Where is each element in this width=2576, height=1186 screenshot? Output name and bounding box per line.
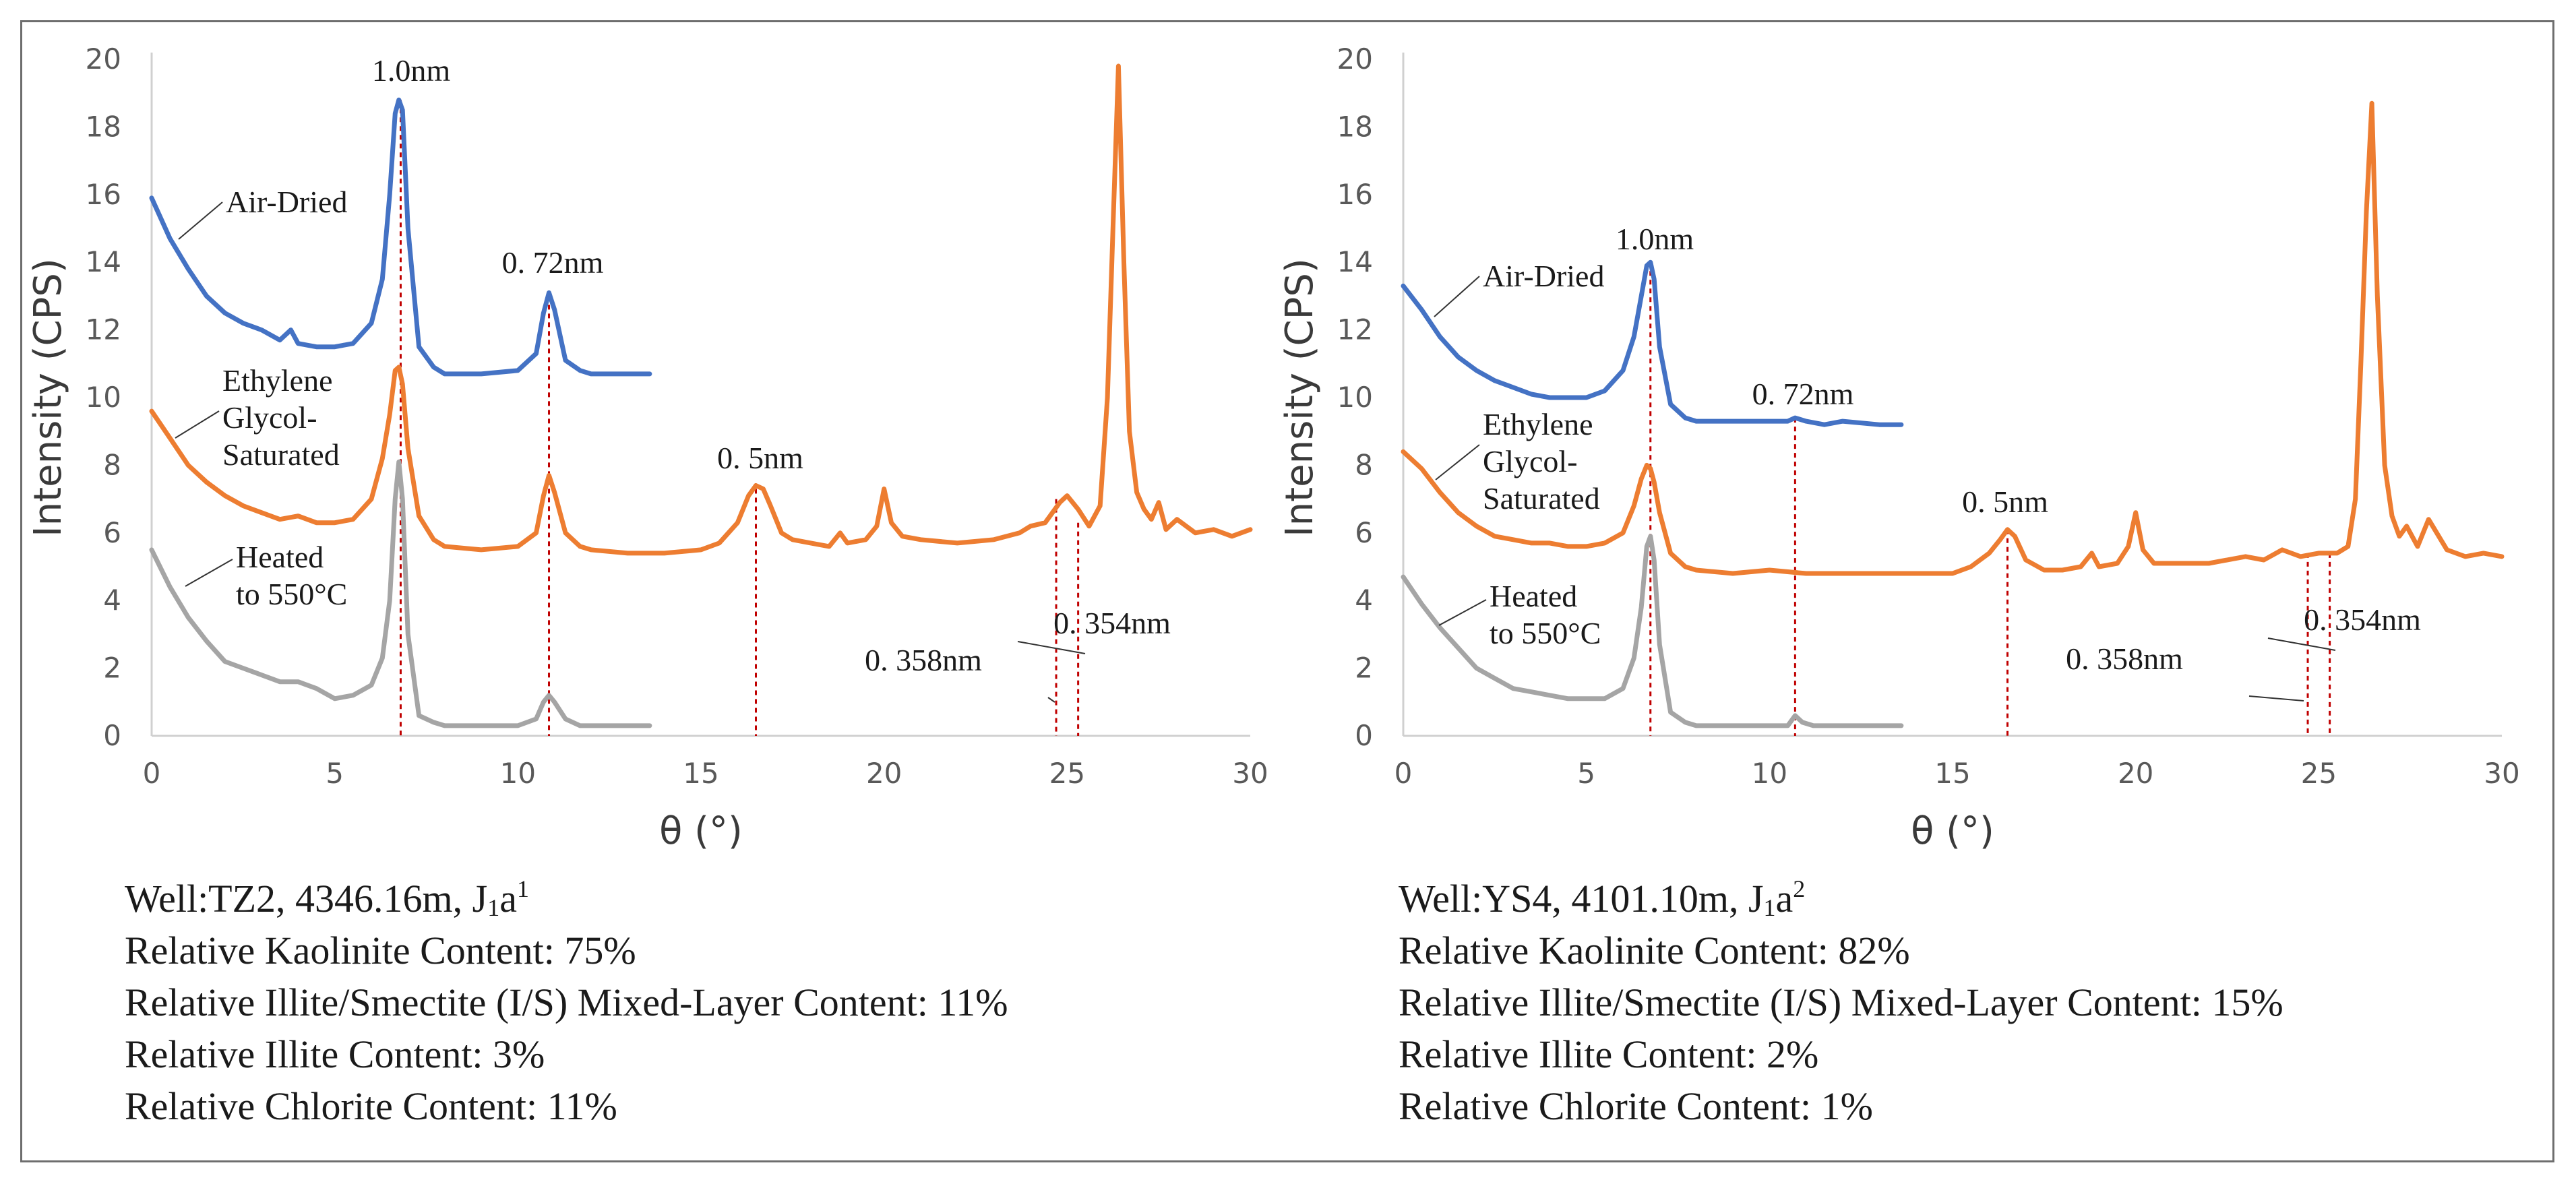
- leader-line: [1017, 641, 1086, 654]
- x-tick-label: 5: [326, 757, 344, 790]
- chlorite-content: Relative Chlorite Content: 11%: [125, 1084, 617, 1128]
- y-tick-label: 14: [1337, 245, 1373, 278]
- x-tick-label: 30: [1232, 757, 1268, 790]
- leader-line: [175, 410, 220, 439]
- x-tick-label: 0: [1394, 757, 1413, 790]
- x-tick-label: 30: [2484, 757, 2519, 790]
- chlorite-content: Relative Chlorite Content: 1%: [1399, 1084, 1873, 1128]
- x-tick-label: 10: [1752, 757, 1787, 790]
- y-tick-label: 10: [1337, 381, 1373, 414]
- x-tick-label: 20: [866, 757, 902, 790]
- y-tick-label: 20: [1337, 42, 1373, 75]
- x-tick-label: 25: [2301, 757, 2337, 790]
- peak-label: 0. 5nm: [1962, 485, 2048, 519]
- leader-line: [1434, 276, 1480, 317]
- series-label-saturated: Saturated: [222, 437, 340, 472]
- series-label-heated: Heated: [236, 540, 324, 574]
- illite-content: Relative Illite Content: 2%: [1399, 1032, 1819, 1076]
- well-line: Well:TZ2, 4346.16m, J1a1: [125, 875, 529, 921]
- series-label-glycol: Glycol-: [222, 400, 317, 435]
- series-line-air-dried: [149, 97, 652, 377]
- y-tick-label: 6: [103, 516, 121, 549]
- peak-label: 1.0nm: [1616, 222, 1694, 256]
- y-tick-label: 16: [86, 178, 121, 211]
- series-label-glycol: Glycol-: [1483, 444, 1578, 478]
- series-label-to-550: to 550°C: [236, 577, 347, 611]
- sample-info-left: Well:TZ2, 4346.16m, J1a1 Relative Kaolin…: [125, 873, 1008, 1132]
- series-line-glycol: [149, 63, 1253, 556]
- x-tick-label: 15: [683, 757, 718, 790]
- series-line-heated: [1401, 534, 1904, 728]
- leader-line: [185, 559, 233, 587]
- kaolinite-content: Relative Kaolinite Content: 75%: [125, 929, 636, 972]
- peak-label: 0. 72nm: [1752, 377, 1854, 411]
- x-tick-label: 25: [1049, 757, 1085, 790]
- y-tick-label: 12: [1337, 313, 1373, 346]
- y-tick-label: 4: [103, 584, 121, 617]
- y-tick-label: 6: [1355, 516, 1373, 549]
- y-tick-label: 20: [86, 42, 121, 75]
- y-tick-label: 2: [1355, 652, 1373, 685]
- y-tick-label: 14: [86, 245, 121, 278]
- x-axis-title: θ (°): [659, 809, 743, 853]
- peak-label: 0. 5nm: [717, 441, 803, 475]
- leader-line: [1435, 444, 1480, 480]
- sample-info-right: Well:YS4, 4101.10m, J1a2 Relative Kaolin…: [1399, 873, 2283, 1132]
- series-label-ethylene: Ethylene: [222, 363, 333, 398]
- is-mixed-layer-content: Relative Illite/Smectite (I/S) Mixed-Lay…: [125, 980, 1008, 1024]
- y-axis-title: Intensity (CPS): [26, 258, 70, 537]
- y-tick-label: 2: [103, 652, 121, 685]
- peak-label: 1.0nm: [372, 53, 451, 88]
- y-tick-label: 12: [86, 313, 121, 346]
- series-label-to-550: to 550°C: [1490, 616, 1601, 650]
- series-line-glycol: [1401, 100, 2505, 576]
- x-tick-label: 5: [1577, 757, 1595, 790]
- leader-line: [2267, 637, 2336, 651]
- y-tick-label: 18: [86, 110, 121, 143]
- leader-line: [1438, 599, 1487, 626]
- leader-line: [178, 201, 223, 240]
- x-tick-label: 15: [1934, 757, 1970, 790]
- peak-label: 0. 358nm: [865, 643, 982, 677]
- y-tick-label: 18: [1337, 110, 1373, 143]
- kaolinite-content: Relative Kaolinite Content: 82%: [1399, 929, 1910, 972]
- illite-content: Relative Illite Content: 3%: [125, 1032, 545, 1076]
- x-tick-label: 10: [500, 757, 536, 790]
- y-tick-label: 4: [1355, 584, 1373, 617]
- chart-panel-right: 0 2 4 6 8 10 12 14 16 18 20 0 5 10 15 20 25 30 θ (°) Intens…: [1278, 42, 2520, 853]
- series-label-saturated: Saturated: [1483, 481, 1600, 516]
- x-axis-title: θ (°): [1911, 809, 1994, 853]
- y-tick-label: 0: [103, 719, 121, 752]
- peak-label: 0. 354nm: [1053, 606, 1171, 640]
- y-tick-label: 16: [1337, 178, 1373, 211]
- peak-label: 0. 354nm: [2304, 602, 2421, 637]
- y-tick-label: 8: [103, 448, 121, 481]
- series-line-air-dried: [1401, 259, 1904, 427]
- peak-label: 0. 72nm: [502, 245, 604, 280]
- series-label-heated: Heated: [1490, 579, 1577, 613]
- series-label-air-dried: Air-Dried: [226, 185, 347, 219]
- y-axis-title: Intensity (CPS): [1278, 258, 1322, 537]
- peak-label: 0. 358nm: [2066, 642, 2183, 676]
- y-tick-label: 8: [1355, 448, 1373, 481]
- x-tick-label: 0: [143, 757, 161, 790]
- series-label-air-dried: Air-Dried: [1483, 259, 1604, 293]
- y-tick-label: 0: [1355, 719, 1373, 752]
- figure-frame: [20, 20, 2554, 1162]
- series-line-heated: [149, 459, 652, 728]
- leader-line: [1047, 697, 1055, 703]
- x-tick-label: 20: [2118, 757, 2153, 790]
- series-label-ethylene: Ethylene: [1483, 407, 1593, 441]
- well-line: Well:YS4, 4101.10m, J1a2: [1399, 875, 1806, 921]
- y-tick-label: 10: [86, 381, 121, 414]
- is-mixed-layer-content: Relative Illite/Smectite (I/S) Mixed-Lay…: [1399, 980, 2283, 1024]
- leader-line: [2248, 695, 2304, 701]
- chart-panel-left: 0 2 4 6 8 10 12 14 16 18 20 0 5 10 15 20 25 30 θ (°) Intens…: [26, 42, 1268, 853]
